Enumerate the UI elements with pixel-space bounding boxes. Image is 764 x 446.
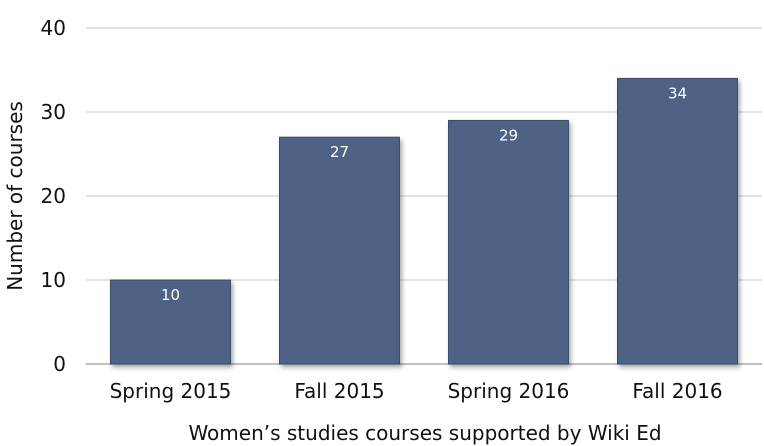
x-category-label: Spring 2015 bbox=[110, 379, 232, 403]
bars bbox=[110, 77, 738, 365]
x-category-label: Fall 2016 bbox=[632, 379, 722, 403]
x-category-label: Fall 2015 bbox=[294, 379, 384, 403]
bar-value-label: 29 bbox=[499, 126, 518, 144]
y-tick-label: 0 bbox=[53, 352, 66, 376]
bar bbox=[279, 136, 400, 365]
x-axis-title: Women’s studies courses supported by Wik… bbox=[188, 421, 661, 445]
y-tick-label: 10 bbox=[41, 268, 66, 292]
y-tick-label: 30 bbox=[41, 100, 66, 124]
y-tick-label: 20 bbox=[41, 184, 66, 208]
data-labels: 10 27 29 34 bbox=[161, 84, 687, 304]
x-axis-categories: Spring 2015 Fall 2015 Spring 2016 Fall 2016 bbox=[110, 379, 723, 403]
y-axis-ticks: 0 10 20 30 40 bbox=[41, 16, 66, 376]
bar-value-label: 10 bbox=[161, 286, 180, 304]
bar-value-label: 27 bbox=[330, 143, 349, 161]
y-tick-label: 40 bbox=[41, 16, 66, 40]
bar bbox=[617, 77, 738, 365]
y-axis-title: Number of courses bbox=[3, 101, 27, 291]
bar bbox=[448, 119, 569, 365]
bar bbox=[110, 279, 231, 365]
x-category-label: Spring 2016 bbox=[448, 379, 570, 403]
bar-value-label: 34 bbox=[668, 84, 687, 102]
